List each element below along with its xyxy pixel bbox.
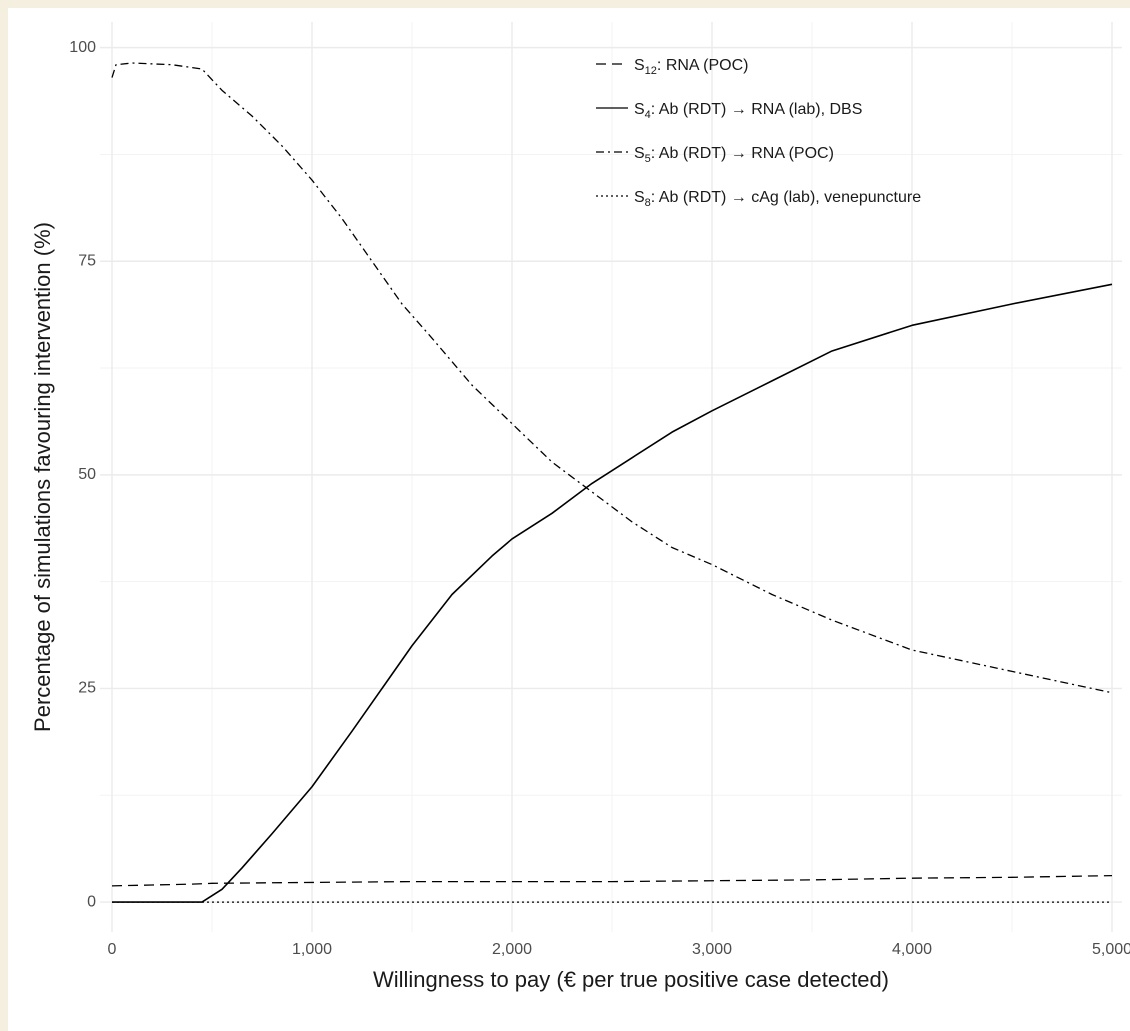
- y-tick-label: 25: [78, 680, 96, 697]
- legend: S12: RNA (POC) S4: Ab (RDT) → RNA (lab), …: [596, 57, 921, 209]
- x-tick-label: 4,000: [892, 941, 932, 958]
- x-axis-ticks: 0 1,000 2,000 3,000 4,000 5,000: [108, 941, 1130, 958]
- legend-label-2: S5: Ab (RDT) → RNA (POC): [634, 145, 834, 165]
- x-tick-label: 0: [108, 941, 117, 958]
- legend-label-1: S4: Ab (RDT) → RNA (lab), DBS: [634, 101, 862, 121]
- x-axis-title: Willingness to pay (€ per true positive …: [373, 967, 889, 992]
- y-tick-label: 100: [69, 39, 96, 56]
- x-tick-label: 1,000: [292, 941, 332, 958]
- grid: [100, 22, 1122, 932]
- x-tick-label: 2,000: [492, 941, 532, 958]
- legend-label-3: S8: Ab (RDT) → cAg (lab), venepuncture: [634, 189, 921, 209]
- y-tick-label: 75: [78, 252, 96, 269]
- y-tick-label: 0: [87, 893, 96, 910]
- x-tick-label: 3,000: [692, 941, 732, 958]
- y-tick-label: 50: [78, 466, 96, 483]
- legend-label-0: S12: RNA (POC): [634, 57, 748, 77]
- y-axis-title: Percentage of simulations favouring inte…: [30, 222, 55, 732]
- y-axis-ticks: 0 25 50 75 100: [69, 39, 96, 910]
- x-tick-label: 5,000: [1092, 941, 1130, 958]
